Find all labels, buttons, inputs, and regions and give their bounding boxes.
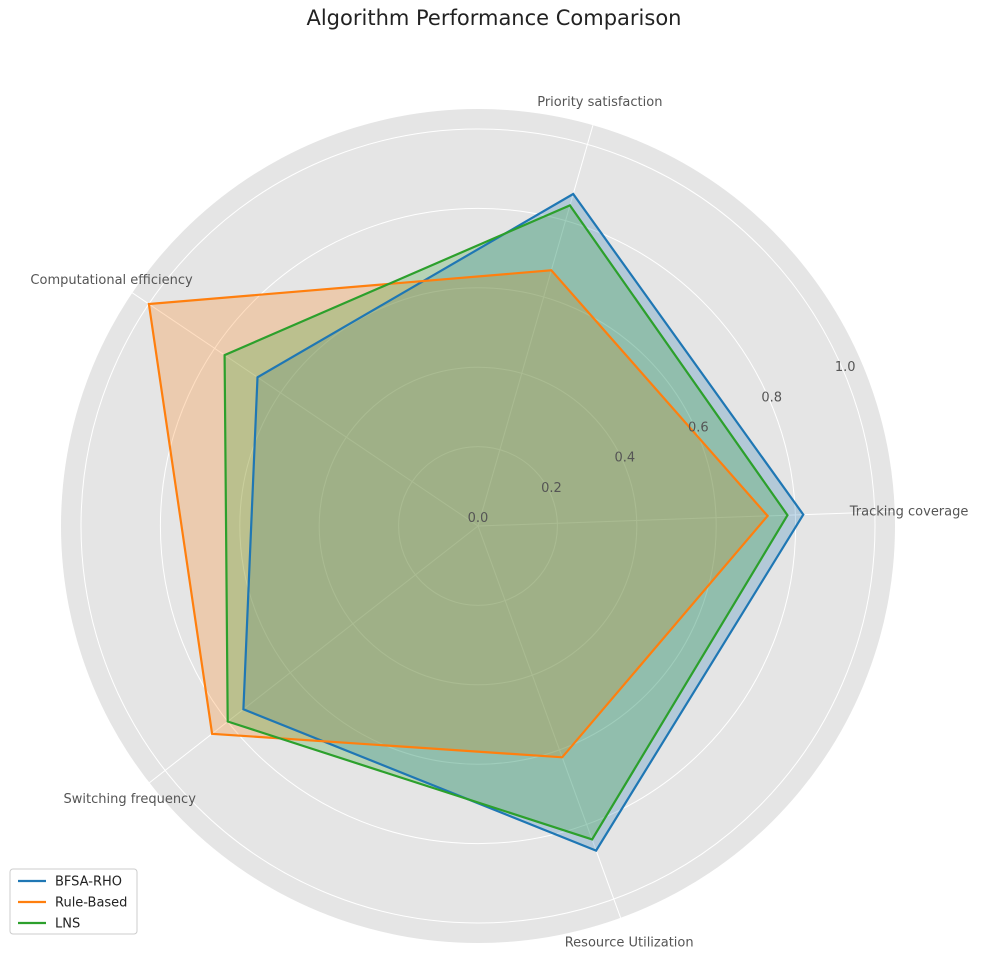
- legend-box: [9, 868, 138, 935]
- chart-title: Algorithm Performance Comparison: [306, 6, 682, 30]
- r-tick-label: 0.6: [688, 420, 709, 435]
- axis-labels: 0.0 0.2 0.4 0.6 0.8 1.0 Tracking coverage Prior…: [30, 95, 968, 950]
- legend: BFSA-RHO Rule-Based LNS: [9, 868, 138, 935]
- legend-label: LNS: [55, 917, 80, 932]
- series-layer: [147, 192, 805, 852]
- r-tick-label: 0.4: [615, 451, 636, 466]
- axis-label: Priority satisfaction: [537, 95, 662, 110]
- axis-label: Resource Utilization: [565, 935, 694, 950]
- grid-ring: [318, 366, 638, 686]
- radial-grid: [80, 125, 895, 924]
- legend-label: Rule-Based: [55, 896, 127, 911]
- r-tick-label: 0.8: [761, 390, 782, 405]
- grid-ring: [239, 287, 717, 765]
- axis-label: Tracking coverage: [849, 505, 969, 520]
- axis-label: Switching frequency: [63, 792, 196, 807]
- grid-ring: [398, 446, 558, 606]
- spoke-line: [132, 292, 479, 527]
- r-tick-label: 0.0: [468, 511, 489, 526]
- spoke-line: [477, 525, 622, 919]
- series-fill-bfsa-rho: [243, 194, 804, 851]
- series-fill-lns: [224, 205, 788, 840]
- r-tick-label: 1.0: [835, 360, 856, 375]
- spoke-line: [149, 525, 479, 784]
- r-tick-label: 0.2: [541, 481, 562, 496]
- series-line-lns: [223, 204, 789, 841]
- spoke-line: [477, 125, 594, 527]
- series-line-rule-based: [147, 269, 770, 759]
- legend-label: BFSA-RHO: [55, 875, 122, 890]
- grid-ring: [80, 128, 876, 924]
- series-line-bfsa-rho: [242, 192, 805, 852]
- axis-label: Computational efficiency: [30, 273, 193, 288]
- spoke-line: [477, 510, 895, 527]
- series-fill-rule-based: [148, 270, 768, 758]
